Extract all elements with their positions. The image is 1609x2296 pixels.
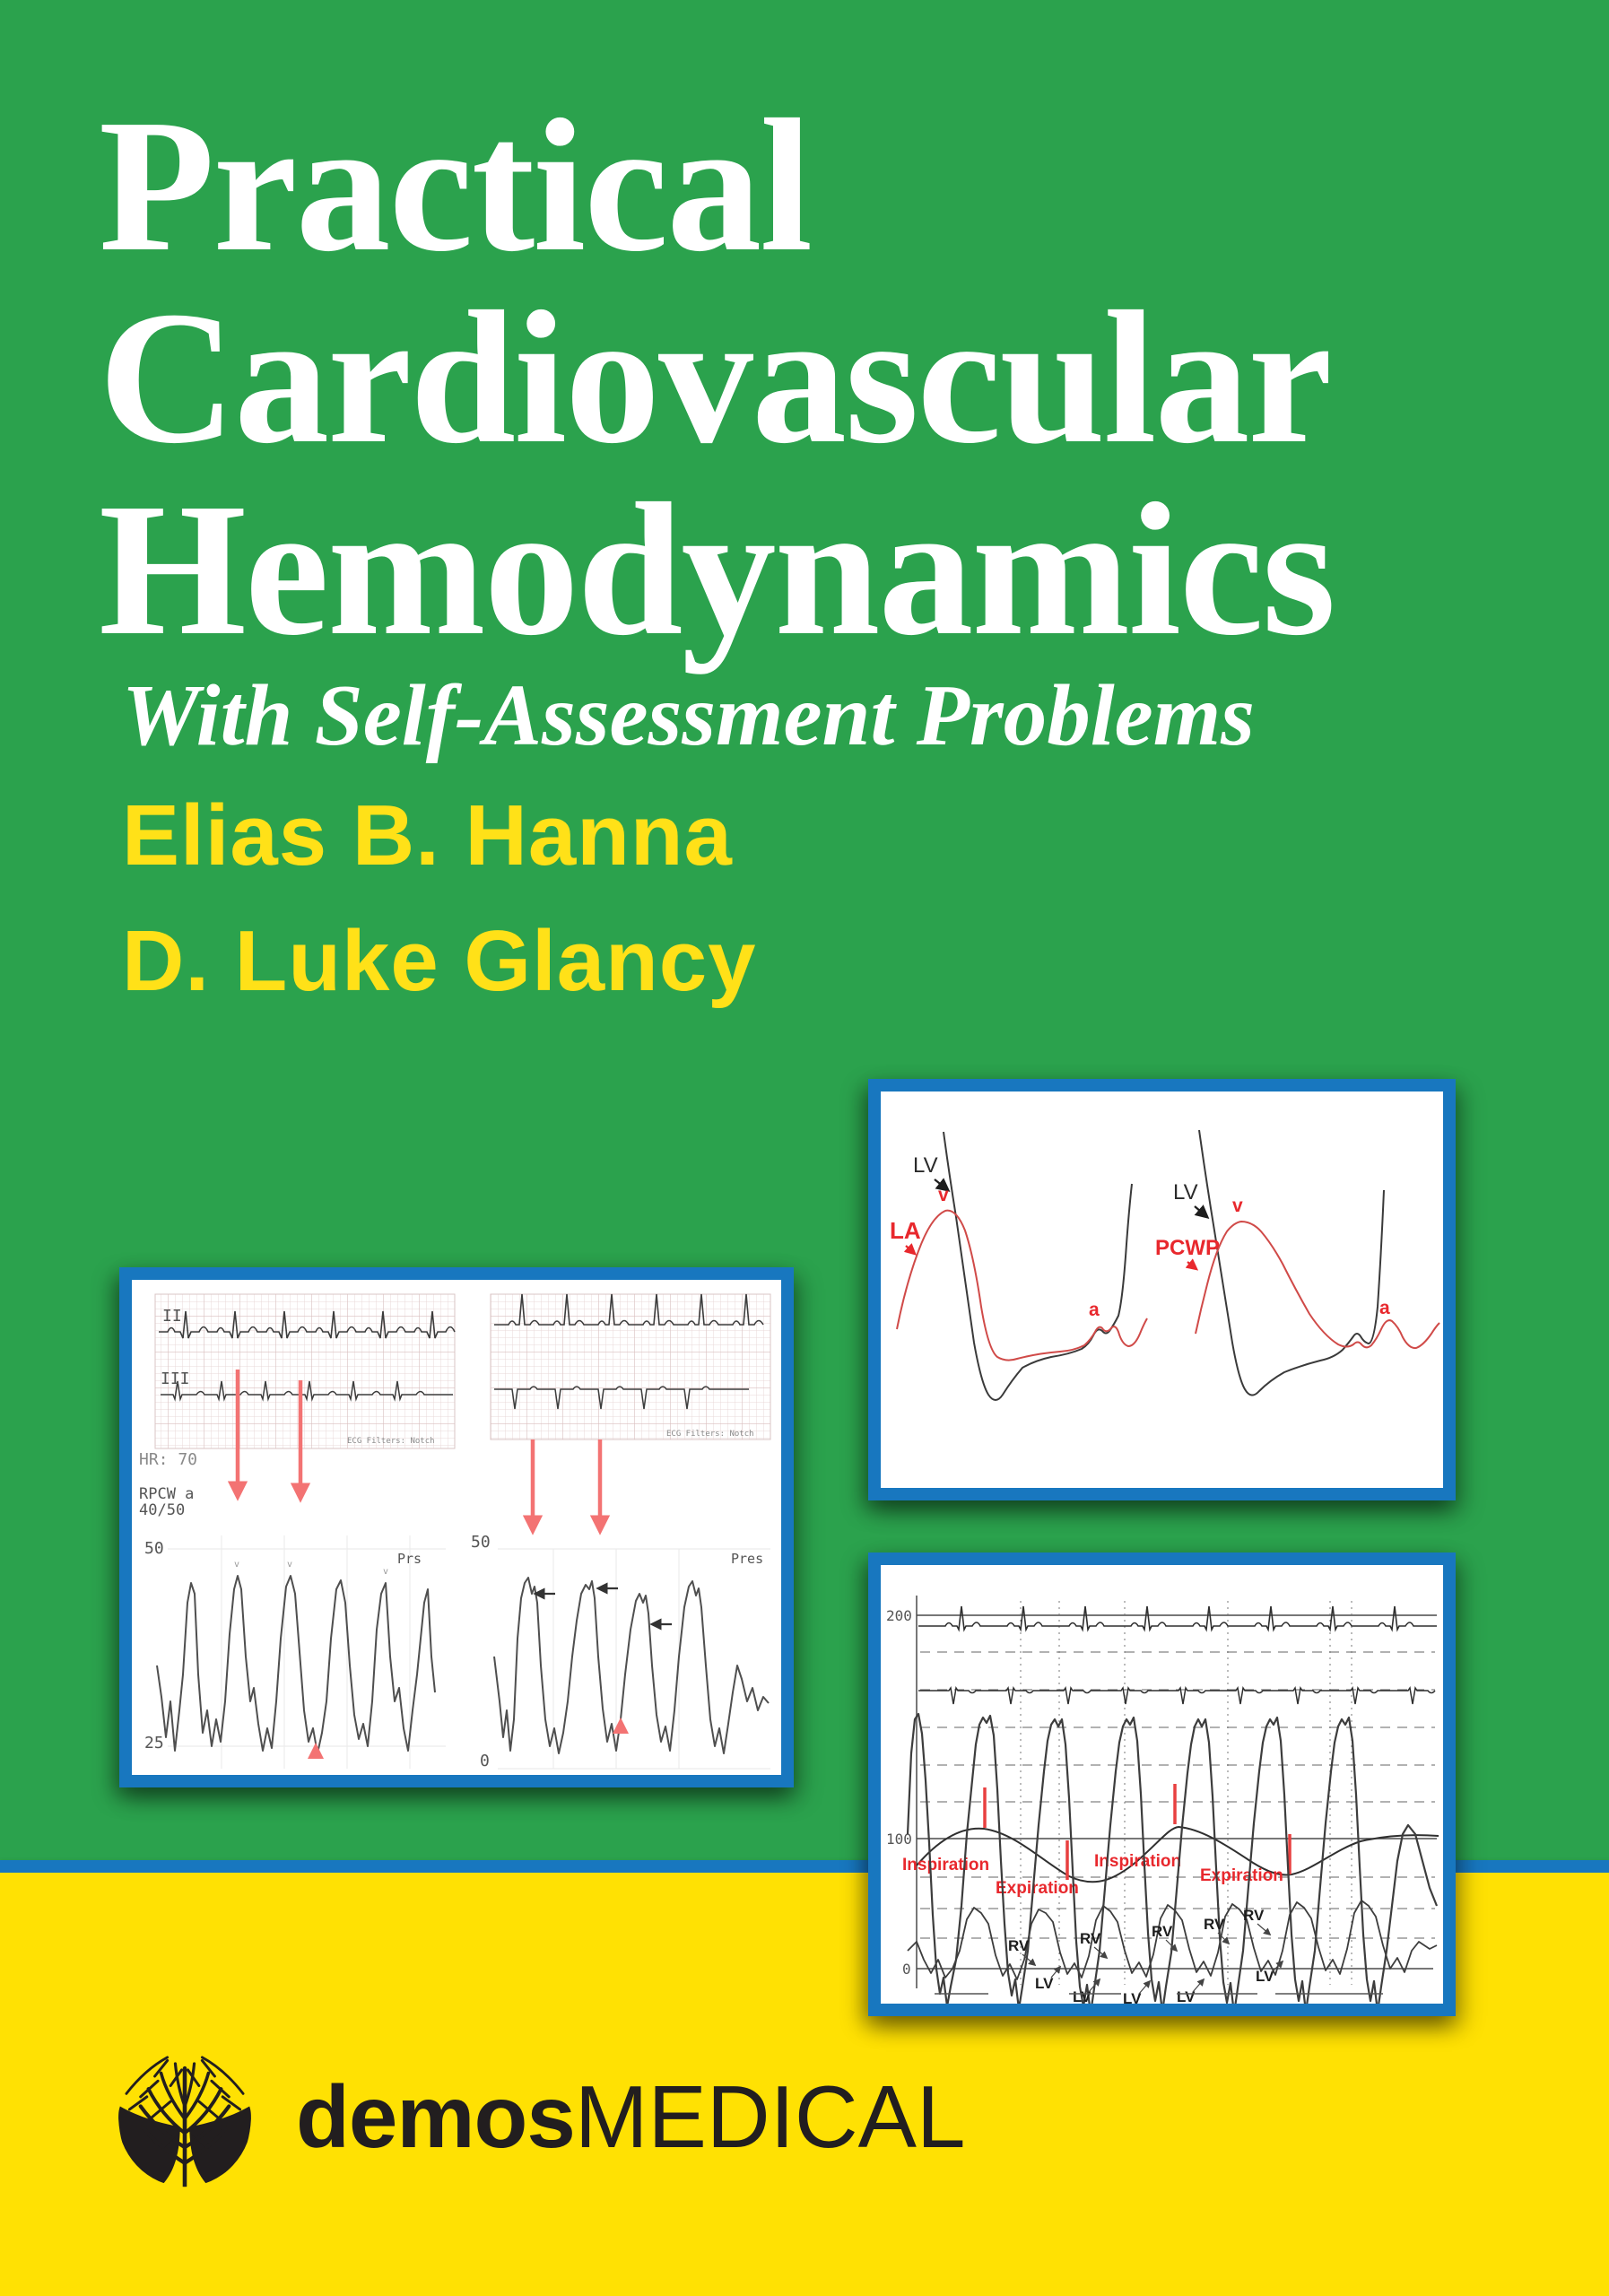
red-timing-arrows bbox=[227, 1370, 611, 1535]
scale-25-left: 25 bbox=[144, 1734, 164, 1752]
scale-50-right: 50 bbox=[471, 1533, 491, 1552]
wedge-tracing-svg: II III ECG Filters: Notch ECG Filters: N… bbox=[139, 1293, 771, 1770]
svg-text:v: v bbox=[287, 1560, 292, 1570]
svg-text:Expiration: Expiration bbox=[996, 1879, 1079, 1898]
la-curve bbox=[896, 1209, 1148, 1361]
svg-text:RV: RV bbox=[1152, 1923, 1173, 1940]
rv-lv-respiration-figure: 200 100 0 Inspiration Expiration Inspira… bbox=[868, 1552, 1456, 2016]
rv-lv-respiration-svg: 200 100 0 Inspiration Expiration Inspira… bbox=[886, 1596, 1439, 2004]
book-title: Practical Cardiovascular Hemodynamics bbox=[99, 90, 1335, 665]
title-line-2: Cardiovascular bbox=[99, 272, 1332, 483]
axis-and-gridlines bbox=[916, 1596, 1437, 1988]
publisher-name-medical: MEDICAL bbox=[574, 2067, 966, 2166]
svg-text:Inspiration: Inspiration bbox=[1094, 1852, 1181, 1871]
svg-text:Inspiration: Inspiration bbox=[902, 1856, 989, 1874]
author-names: Elias B. Hanna D. Luke Glancy bbox=[122, 773, 757, 1024]
svg-text:RV: RV bbox=[1080, 1930, 1101, 1947]
pressure-grid-lines bbox=[168, 1535, 770, 1770]
svg-text:RV: RV bbox=[1008, 1937, 1030, 1954]
lv-curve-left bbox=[943, 1131, 1133, 1401]
axis-tick-100: 100 bbox=[886, 1831, 912, 1848]
lv-la-pcwp-svg: LV LA v a LV PCWP v a bbox=[890, 1129, 1440, 1401]
svg-text:RV: RV bbox=[1204, 1916, 1225, 1933]
wedge-pressure-trace-left bbox=[156, 1575, 436, 1754]
lv-label-arrows bbox=[1050, 1960, 1284, 1995]
pressure-value-label: 40/50 bbox=[139, 1501, 185, 1519]
rv-pressure-trace bbox=[907, 1900, 1438, 1980]
lead-iii-label: III bbox=[161, 1370, 190, 1388]
ecg-trace-right-top bbox=[494, 1293, 764, 1326]
pcwp-arrow bbox=[1185, 1258, 1199, 1271]
red-triangle-marker-left bbox=[308, 1743, 324, 1759]
axis-tick-0: 0 bbox=[902, 1961, 911, 1978]
publisher-name: demosMEDICAL bbox=[296, 2066, 966, 2168]
wedge-pressure-trace-right bbox=[493, 1577, 770, 1754]
lv-arrow-right bbox=[1194, 1205, 1210, 1220]
lead-ii-label: II bbox=[162, 1307, 182, 1326]
title-line-1: Practical bbox=[99, 80, 813, 291]
ecg-strip-right: ECG Filters: Notch bbox=[490, 1293, 771, 1440]
wedge-tracing-figure: II III ECG Filters: Notch ECG Filters: N… bbox=[119, 1267, 794, 1787]
svg-text:LV: LV bbox=[1256, 1968, 1274, 1985]
a-label-right: a bbox=[1379, 1298, 1390, 1318]
v-wave-ticks: v v v bbox=[234, 1560, 388, 1577]
ecg-strip-leads-ii-iii: II III ECG Filters: Notch bbox=[154, 1293, 456, 1449]
a-label-left: a bbox=[1089, 1300, 1100, 1320]
ecg-trace-right-bottom bbox=[494, 1386, 749, 1410]
lv-la-pcwp-figure: LV LA v a LV PCWP v a bbox=[868, 1079, 1456, 1500]
axis-tick-200: 200 bbox=[886, 1607, 912, 1624]
svg-text:LV: LV bbox=[1177, 1988, 1196, 2004]
lv-label-left: LV bbox=[913, 1153, 938, 1178]
pcwp-label: PCWP bbox=[1155, 1236, 1220, 1260]
svg-text:RV: RV bbox=[1243, 1907, 1265, 1924]
svg-text:LV: LV bbox=[1123, 1990, 1142, 2004]
author-1: Elias B. Hanna bbox=[122, 787, 733, 883]
red-triangle-marker-right bbox=[613, 1718, 629, 1734]
v-label-right: v bbox=[1232, 1196, 1243, 1216]
ecg-filter-note-right: ECG Filters: Notch bbox=[666, 1430, 754, 1439]
ecg-trace bbox=[918, 1605, 1437, 1632]
respiration-phase-labels: Inspiration Expiration Inspiration Expir… bbox=[902, 1852, 1283, 1898]
lv-curve-right bbox=[1198, 1129, 1385, 1396]
heart-rate-label: HR: 70 bbox=[139, 1450, 197, 1469]
lv-pressure-trace bbox=[906, 1712, 1439, 2004]
tree-icon bbox=[118, 2056, 251, 2187]
author-2: D. Luke Glancy bbox=[122, 913, 757, 1009]
book-subtitle: With Self-Assessment Problems bbox=[122, 667, 1255, 763]
svg-text:v: v bbox=[383, 1567, 388, 1577]
lv-labels: LV LV LV LV LV bbox=[1035, 1968, 1274, 2004]
rv-label-arrows bbox=[1022, 1923, 1272, 1967]
lv-arrow-left bbox=[934, 1178, 951, 1192]
svg-text:LV: LV bbox=[1035, 1975, 1054, 1992]
scale-0-right: 0 bbox=[480, 1752, 490, 1770]
svg-text:LV: LV bbox=[1073, 1988, 1092, 2004]
press-label: Pres bbox=[731, 1551, 763, 1567]
pcwp-curve bbox=[1195, 1220, 1440, 1350]
ecg-filter-note: ECG Filters: Notch bbox=[347, 1437, 435, 1446]
respirometer-trace bbox=[916, 1825, 1439, 1883]
scale-50-left: 50 bbox=[144, 1539, 164, 1558]
la-arrow bbox=[903, 1243, 917, 1256]
arterial-reference-trace bbox=[918, 1686, 1436, 1705]
svg-text:v: v bbox=[234, 1560, 239, 1570]
prs-label: Prs bbox=[397, 1551, 422, 1567]
catheter-label: RPCW a bbox=[139, 1485, 194, 1503]
title-line-3: Hemodynamics bbox=[99, 464, 1335, 674]
notch-arrows bbox=[533, 1582, 672, 1631]
svg-text:Expiration: Expiration bbox=[1200, 1866, 1283, 1885]
la-label: LA bbox=[890, 1217, 921, 1244]
respiration-phase-markers bbox=[983, 1784, 1292, 1880]
rv-labels: RV RV RV RV RV bbox=[1008, 1907, 1265, 1954]
lv-label-right: LV bbox=[1173, 1180, 1198, 1205]
v-label-left: v bbox=[938, 1185, 949, 1205]
ecg-trace-lead-ii bbox=[159, 1310, 456, 1339]
publisher-name-demos: demos bbox=[296, 2067, 576, 2166]
